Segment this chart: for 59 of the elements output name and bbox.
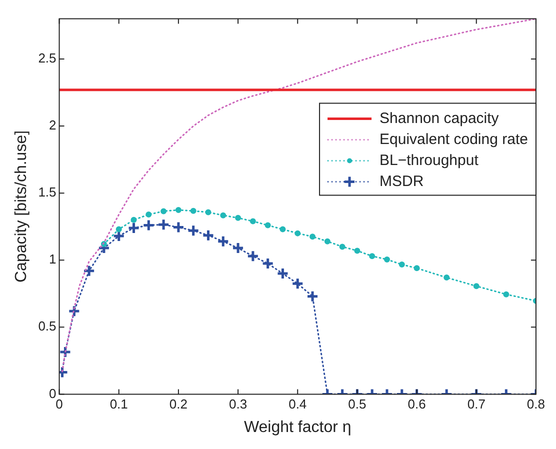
point (160, 208, 167, 214)
point (235, 214, 242, 221)
point (187, 224, 200, 237)
point (414, 265, 420, 272)
point (246, 250, 260, 262)
line-series (62, 18, 536, 372)
point (262, 257, 274, 270)
point (276, 267, 289, 280)
point (294, 230, 301, 236)
legend-label: BL−throughput (380, 152, 480, 169)
point (306, 290, 319, 303)
x-tick-label: 0.5 (348, 396, 366, 412)
y-tick-label: 2 (49, 118, 56, 133)
point (398, 262, 405, 268)
point (130, 216, 137, 223)
point (205, 209, 212, 216)
point (172, 221, 185, 234)
x-tick-label: 0.2 (169, 396, 188, 412)
point (280, 226, 286, 232)
legend-label: MSDR (380, 172, 424, 190)
point (175, 206, 182, 213)
y-tick-label: 0 (49, 386, 56, 401)
legend-label: Shannon capacity (380, 110, 500, 127)
point (264, 222, 271, 228)
point (82, 264, 96, 278)
point (384, 256, 390, 262)
point (142, 219, 155, 232)
point (354, 248, 360, 254)
point (232, 242, 244, 254)
y-tick-label: 2.5 (38, 50, 56, 66)
point (369, 253, 376, 260)
point (473, 283, 480, 290)
x-tick-label: 0.4 (288, 396, 307, 412)
point (146, 212, 152, 218)
x-tick-label: 0.6 (408, 396, 426, 412)
y-tick-label: 1 (49, 252, 56, 267)
point (291, 277, 304, 290)
y-axis-title: Capacity [bits/ch.use] (13, 130, 30, 283)
point (157, 218, 170, 231)
point (128, 222, 140, 234)
point (503, 291, 510, 298)
legend-label: Equivalent coding rate (380, 130, 528, 148)
point (339, 244, 346, 250)
y-tick-label: 1.5 (38, 184, 56, 200)
point (190, 208, 196, 214)
x-axis-title: Weight factor η (244, 418, 352, 436)
point (250, 218, 256, 224)
point (216, 235, 230, 248)
point (324, 238, 330, 244)
point (116, 226, 122, 232)
x-tick-label: 0.3 (228, 396, 248, 412)
point (310, 234, 316, 240)
x-tick-label: 0.1 (110, 396, 128, 412)
x-tick-label: 0.7 (467, 396, 486, 412)
y-tick-label: 0.5 (38, 318, 56, 334)
point (220, 212, 226, 218)
point (444, 274, 450, 281)
point (202, 229, 214, 242)
x-tick-label: 0.8 (526, 396, 546, 412)
